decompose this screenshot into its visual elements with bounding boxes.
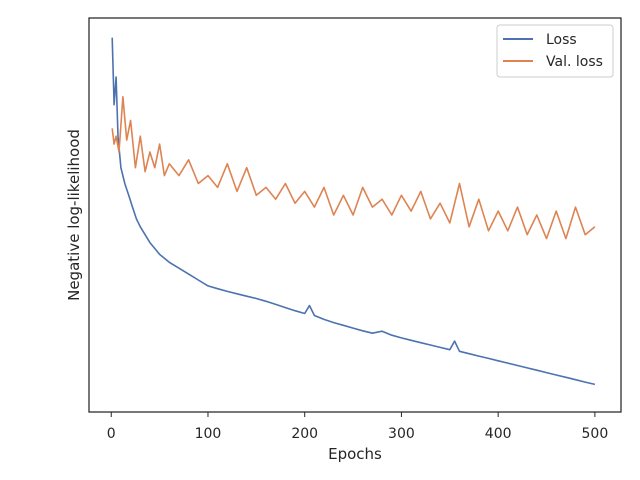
x-tick-label: 400 [485, 426, 512, 442]
series-line-val-loss [111, 96, 596, 240]
legend-label-loss: Loss [546, 32, 577, 48]
x-tick-label: 0 [107, 426, 116, 442]
legend: Loss Val. loss [496, 24, 614, 78]
x-axis-label: Epochs [328, 445, 382, 463]
plot-area [89, 18, 621, 412]
legend-label-val-loss: Val. loss [546, 54, 603, 70]
x-tick-label: 200 [291, 426, 318, 442]
x-tick-label: 500 [582, 426, 609, 442]
y-axis-label: Negative log-likelihood [65, 129, 83, 301]
series-line-loss [111, 37, 596, 386]
x-tick-label: 100 [195, 426, 222, 442]
x-tick-label: 300 [388, 426, 415, 442]
plot-frame [88, 17, 622, 413]
series-layer [111, 37, 596, 386]
x-ticks: 0 100 200 300 400 500 [107, 412, 608, 442]
